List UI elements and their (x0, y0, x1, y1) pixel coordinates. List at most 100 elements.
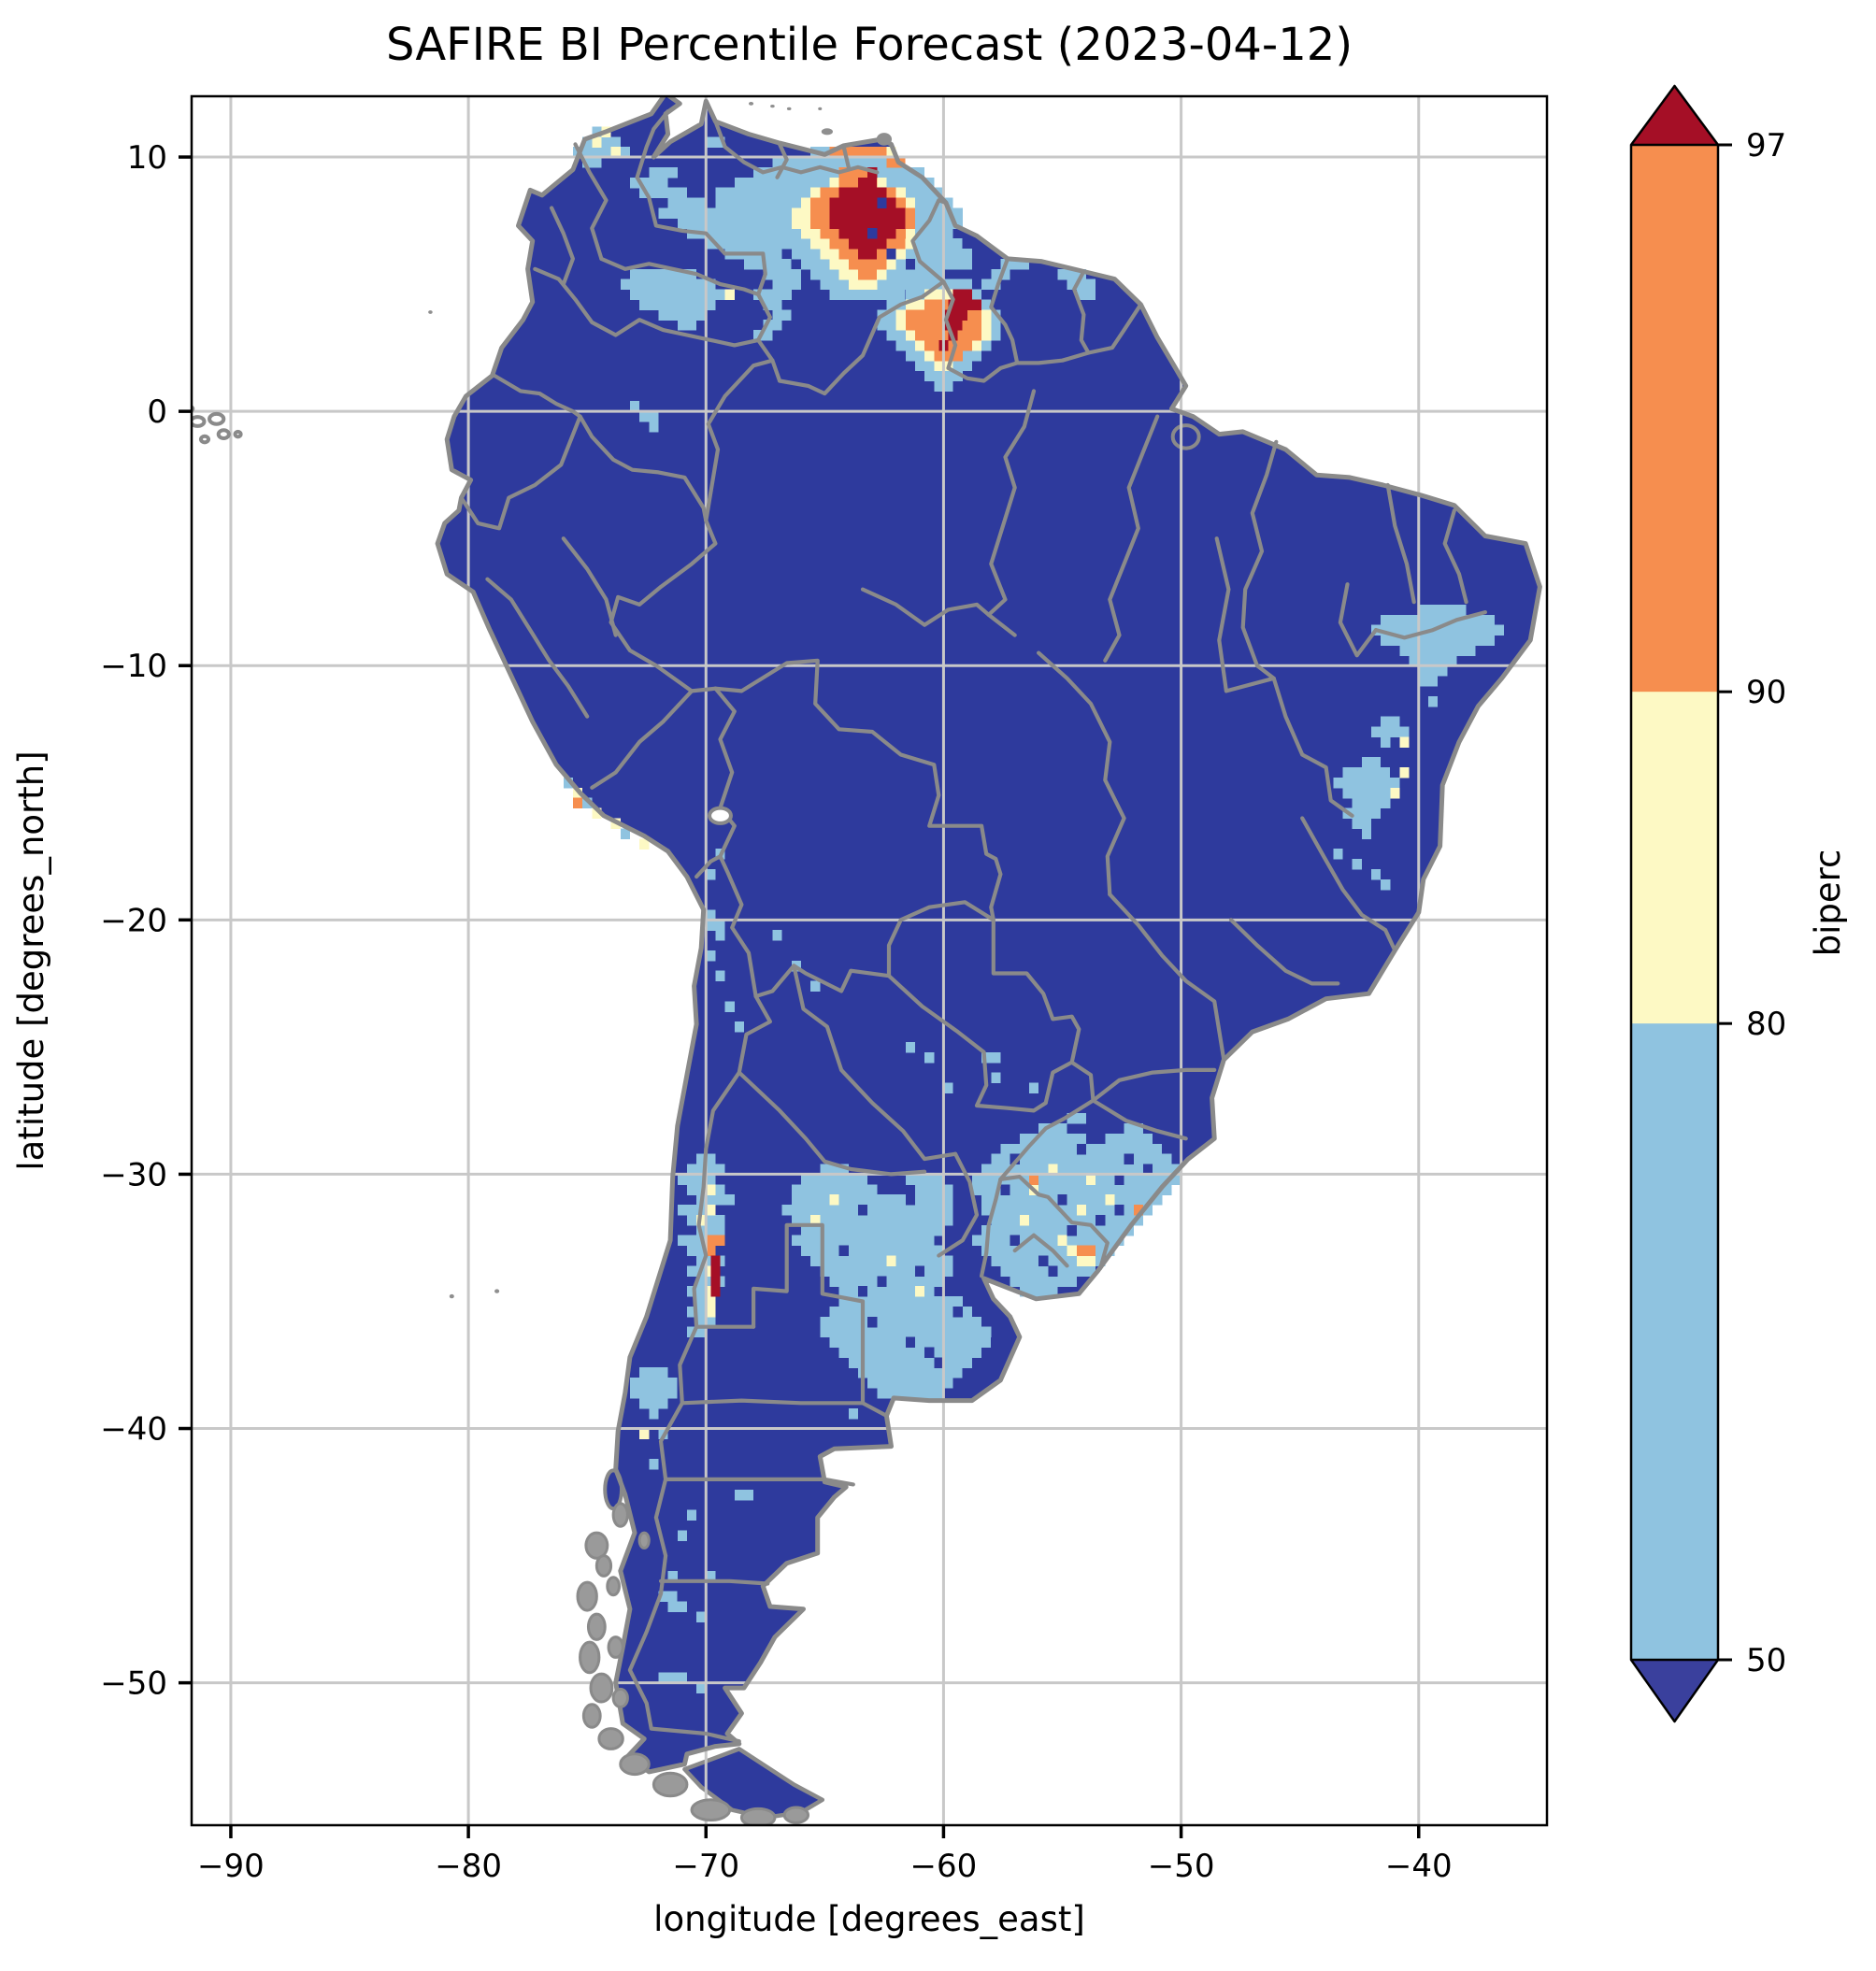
heat-cell (857, 177, 878, 189)
heat-cell (677, 1174, 716, 1185)
admin-border (704, 358, 775, 523)
heat-cell (639, 411, 659, 422)
archipelago-island (589, 1672, 614, 1704)
colorbar-tick-label: 80 (1746, 1006, 1786, 1043)
colorbar-label: biperc (1808, 850, 1848, 957)
island-dot (821, 128, 833, 136)
heat-cell (829, 1306, 972, 1318)
archipelago-island (637, 1531, 651, 1550)
heat-cell (952, 289, 972, 300)
x-axis-label: longitude [degrees_east] (653, 1899, 1085, 1939)
heat-cell (1076, 1205, 1086, 1216)
heat-cell (857, 1286, 868, 1297)
heat-cell (763, 268, 801, 280)
heat-cell (706, 238, 773, 250)
y-tick-label: −20 (100, 902, 167, 939)
heat-cell (1038, 1255, 1049, 1266)
heat-cell (867, 228, 878, 239)
archipelago-island (594, 1554, 613, 1578)
heat-cell (1010, 1235, 1020, 1247)
heat-cell (981, 279, 1001, 291)
island-dot (494, 1289, 500, 1293)
heat-cell (1381, 716, 1400, 728)
tick-layer: −90 −80 −70 −60 −50 −40 10 0 −10 −20 −30 −40 −50 (100, 139, 1452, 1885)
colorbar-segment (1631, 145, 1718, 693)
heat-cell (820, 1265, 953, 1277)
x-tick-label: −80 (435, 1848, 502, 1885)
heat-cell (1352, 818, 1371, 829)
heat-cell (582, 157, 602, 168)
admin-border (910, 198, 949, 284)
heat-cell (1381, 736, 1391, 748)
heat-cell (914, 1286, 925, 1297)
heat-cell (706, 920, 725, 931)
heat-cell (943, 309, 967, 321)
heat-cell (1133, 1205, 1143, 1216)
heat-cell (981, 1194, 1163, 1206)
heat-cell (658, 309, 707, 321)
admin-border (860, 587, 1017, 637)
archipelago-island (576, 1580, 598, 1612)
heat-cell (1057, 268, 1086, 280)
heat-cell (696, 1194, 735, 1206)
heat-cell (715, 970, 725, 982)
heat-cell (1096, 1215, 1106, 1226)
x-tick-label: −40 (1385, 1848, 1453, 1885)
admin-border (713, 658, 1003, 922)
heat-cell (1028, 1174, 1039, 1185)
heat-cell (1000, 1184, 1010, 1195)
heat-cell (867, 1378, 953, 1389)
gridlines (192, 96, 1547, 1825)
heat-cell (1114, 1205, 1124, 1216)
heat-cell (706, 1184, 716, 1195)
archipelago-island (581, 1703, 602, 1729)
heat-cell (981, 1164, 1181, 1175)
heat-cell (791, 1184, 878, 1195)
admin-border (937, 1151, 980, 1258)
heat-cell (649, 421, 659, 433)
heat-cell (1370, 624, 1505, 636)
admin-border (1091, 1098, 1188, 1141)
heat-cell (1057, 1235, 1067, 1247)
admin-border (550, 206, 575, 287)
heat-cell (1142, 1164, 1153, 1175)
heat-cell (838, 187, 887, 199)
admin-border (778, 279, 946, 396)
continent-fill (437, 96, 1540, 1772)
admin-border (578, 414, 709, 523)
heat-cell (677, 320, 697, 331)
heat-cell (952, 258, 972, 270)
admin-border (658, 1578, 770, 1586)
coastline (435, 96, 1542, 1775)
y-tick-label: −50 (100, 1665, 167, 1703)
heat-cell (838, 166, 868, 179)
heat-cell (981, 1051, 1001, 1064)
heat-cell (829, 1194, 839, 1206)
heat-cell (686, 1286, 716, 1297)
heat-cell (791, 1215, 953, 1226)
heat-cell (1105, 1133, 1153, 1145)
heat-cell (857, 1367, 963, 1378)
heat-cell (706, 1570, 716, 1582)
admin-border (1228, 918, 1340, 986)
admin-border (1240, 439, 1279, 680)
heat-cell (886, 249, 896, 260)
heat-cell (563, 778, 573, 789)
archipelago-island (584, 1531, 609, 1560)
heat-cell (1067, 1113, 1086, 1124)
heat-cell (1399, 767, 1410, 778)
heat-cell (981, 1205, 1153, 1216)
heat-cell (677, 218, 744, 229)
admin-border (1385, 482, 1416, 605)
heat-cell (1399, 645, 1476, 656)
x-tick-label: −70 (672, 1848, 739, 1885)
admin-border (1037, 650, 1126, 897)
heat-cell (667, 197, 707, 209)
map-layer (192, 96, 1547, 1825)
heat-cell (820, 1326, 992, 1338)
heat-cell (867, 1316, 878, 1328)
heat-cell (848, 258, 887, 270)
heat-cells-below50-specks (838, 197, 1153, 1368)
admin-border (841, 145, 851, 169)
admin-border (533, 266, 761, 348)
